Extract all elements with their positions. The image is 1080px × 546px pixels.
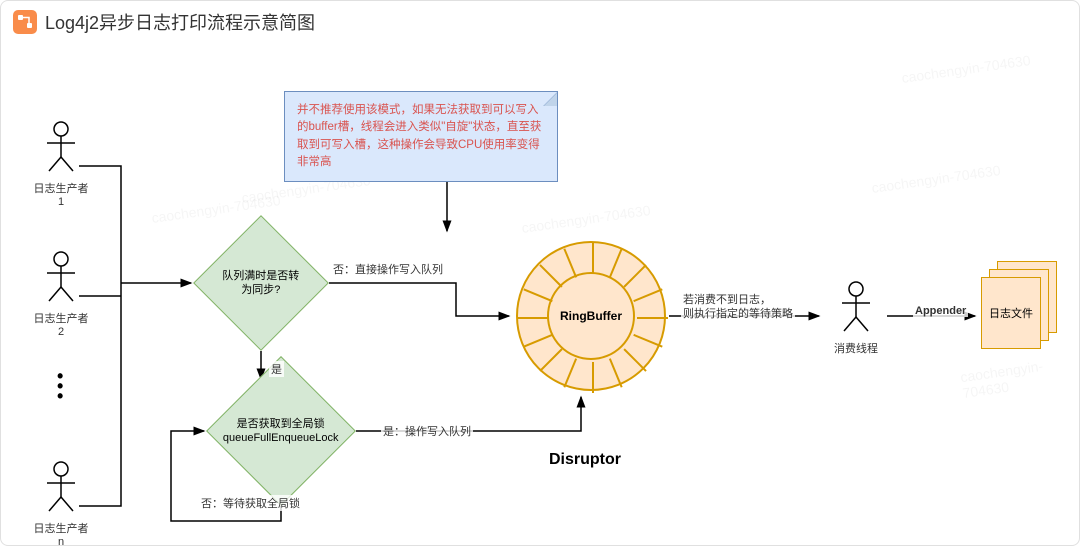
watermark: caochengyin-704630 [959, 353, 1080, 401]
watermark: caochengyin-704630 [871, 162, 1002, 196]
watermark: caochengyin-704630 [521, 202, 652, 236]
note-text: 并不推荐使用该模式，如果无法获取到可以写入的buffer槽，线程会进入类似"自旋… [297, 104, 541, 168]
page-title: Log4j2异步日志打印流程示意简图 [45, 9, 315, 35]
watermark: caochengyin-704630 [901, 52, 1032, 86]
actor-label: 日志生产者n [31, 520, 91, 546]
decision-text: 队列满时是否转为同步? [214, 265, 308, 302]
actor-producer-1: 日志生产者1 [31, 121, 91, 208]
edge-label-yes-write: 是：操作写入队列 [381, 423, 473, 439]
edge-label-consume: 若消费不到日志，则执行指定的等待策略 [681, 293, 795, 322]
decision-text: 是否获取到全局锁queueFullEnqueueLock [219, 413, 343, 450]
ellipsis-dots: ••• [57, 371, 63, 401]
warning-note: 并不推荐使用该模式，如果无法获取到可以写入的buffer槽，线程会进入类似"自旋… [284, 91, 558, 182]
file-label: 日志文件 [981, 277, 1041, 349]
actor-label: 消费线程 [826, 340, 886, 356]
actor-consumer: 消费线程 [826, 281, 886, 356]
edge-label-yes: 是 [269, 361, 284, 377]
decision-global-lock: 是否获取到全局锁queueFullEnqueueLock [206, 356, 356, 506]
diagram-canvas: Log4j2异步日志打印流程示意简图 caochengyin-704630 ca… [0, 0, 1080, 546]
edge-label-no-direct: 否：直接操作写入队列 [331, 261, 445, 277]
ringbuffer: RingBuffer [516, 241, 666, 391]
disruptor-label: Disruptor [549, 451, 621, 469]
header: Log4j2异步日志打印流程示意简图 [1, 1, 1079, 43]
actor-producer-2: 日志生产者2 [31, 251, 91, 338]
actor-label: 日志生产者2 [31, 310, 91, 338]
actor-producer-n: 日志生产者n [31, 461, 91, 546]
actor-label: 日志生产者1 [31, 180, 91, 208]
edge-label-no-wait: 否：等待获取全局锁 [199, 495, 302, 511]
appender-label: Appender [913, 305, 968, 317]
decision-queue-full: 队列满时是否转为同步? [193, 215, 329, 351]
flowchart-icon [13, 10, 37, 34]
